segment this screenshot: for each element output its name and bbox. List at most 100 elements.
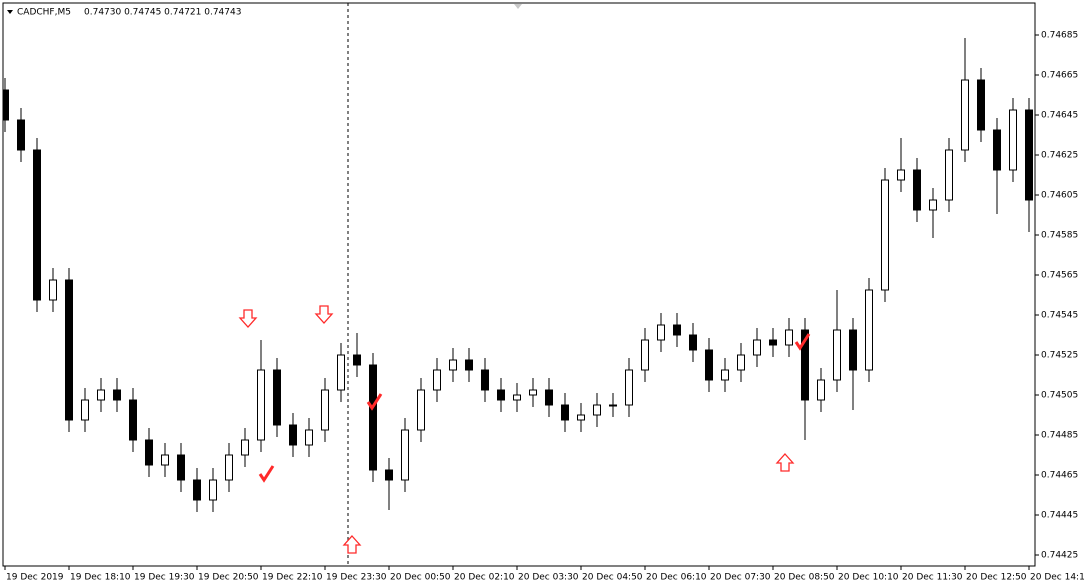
candle-body (529, 389, 537, 396)
candle-body (1025, 109, 1033, 201)
up-arrow (342, 535, 362, 554)
candle-body (289, 424, 297, 446)
candle-body (961, 79, 969, 151)
ohlc-readout: 0.74730 0.74745 0.74721 0.74743 (84, 8, 241, 18)
candle-body (913, 169, 921, 211)
y-tick-label: 0.74665 (1041, 71, 1078, 81)
symbol: CADCHF,M5 (17, 8, 71, 18)
candle-body (705, 349, 713, 381)
x-tick-label: 20 Dec 10:10 (838, 573, 899, 583)
x-tick-label: 19 Dec 22:10 (262, 573, 323, 583)
check-mark (366, 393, 383, 411)
candle-body (241, 439, 249, 456)
candle-body (177, 454, 185, 481)
candle-body (33, 149, 41, 301)
candle-body (609, 404, 617, 407)
scroll-marker (514, 4, 522, 9)
candle-body (321, 389, 329, 431)
x-tick-label: 20 Dec 02:10 (454, 573, 515, 583)
candle-body (785, 329, 793, 346)
candle-body (65, 279, 73, 421)
down-arrow (238, 309, 258, 328)
candle-body (49, 279, 57, 301)
candle-body (753, 339, 761, 356)
candle-body (625, 369, 633, 406)
x-tick-label: 20 Dec 04:50 (582, 573, 643, 583)
candle-body (545, 389, 553, 406)
y-tick-label: 0.74565 (1041, 271, 1078, 281)
candle-body (945, 149, 953, 201)
x-tick-label: 20 Dec 12:50 (966, 573, 1027, 583)
candle-body (225, 454, 233, 481)
candle-body (145, 439, 153, 466)
candle-body (673, 324, 681, 336)
candle-body (449, 359, 457, 371)
candle-body (977, 79, 985, 131)
check-mark (794, 333, 811, 351)
y-tick-label: 0.74445 (1041, 511, 1078, 521)
menu-triangle[interactable] (7, 10, 13, 14)
up-arrow (775, 453, 795, 472)
x-tick-label: 20 Dec 07:30 (710, 573, 771, 583)
candle-body (417, 389, 425, 431)
x-tick-label: 20 Dec 03:30 (518, 573, 579, 583)
candle-body (385, 469, 393, 481)
y-tick-label: 0.74545 (1041, 311, 1078, 321)
candle-body (641, 339, 649, 371)
candle-body (929, 199, 937, 211)
x-tick-label: 19 Dec 19:30 (134, 573, 195, 583)
candle-body (737, 354, 745, 371)
candle-body (849, 329, 857, 371)
x-tick-label: 20 Dec 11:30 (902, 573, 963, 583)
x-tick-label: 19 Dec 20:50 (198, 573, 259, 583)
candle-body (593, 404, 601, 416)
x-tick-label: 20 Dec 06:10 (646, 573, 707, 583)
candle-body (721, 369, 729, 381)
candle-body (465, 359, 473, 371)
candle-body (769, 339, 777, 346)
candle-body (801, 329, 809, 401)
candle-body (577, 414, 585, 421)
down-arrow (314, 305, 334, 324)
candle-body (481, 369, 489, 391)
candle-body (305, 429, 313, 446)
x-tick-label: 20 Dec 14:10 (1030, 573, 1085, 583)
y-tick-label: 0.74485 (1041, 431, 1078, 441)
candle-body (1009, 109, 1017, 171)
candle-body (337, 354, 345, 391)
x-tick-label: 19 Dec 18:10 (70, 573, 131, 583)
candle-body (257, 369, 265, 441)
candle-body (129, 399, 137, 441)
candle-body (897, 169, 905, 181)
check-mark (258, 465, 275, 483)
y-tick-label: 0.74505 (1041, 391, 1078, 401)
y-tick-label: 0.74585 (1041, 231, 1078, 241)
candle-body (193, 479, 201, 501)
x-tick-label: 20 Dec 08:50 (774, 573, 835, 583)
candle-body (113, 389, 121, 401)
plot-frame (2, 2, 1036, 567)
candle-body (369, 364, 377, 471)
candle-body (17, 119, 25, 151)
candle-body (833, 329, 841, 381)
y-tick-label: 0.74645 (1041, 111, 1078, 121)
annotations (238, 305, 811, 554)
candle-body (817, 379, 825, 401)
plot-area (3, 38, 1033, 512)
candle-body (273, 369, 281, 426)
candle-body (689, 334, 697, 351)
x-tick-label: 20 Dec 00:50 (390, 573, 451, 583)
x-tick-label: 19 Dec 23:30 (326, 573, 387, 583)
candle-body (3, 89, 9, 121)
candle-body (161, 454, 169, 466)
candle-body (993, 129, 1001, 171)
candle-body (513, 394, 521, 401)
candle-body (881, 179, 889, 291)
candle-body (497, 389, 505, 401)
candle-body (81, 399, 89, 421)
candle-body (561, 404, 569, 421)
candle-body (353, 354, 361, 366)
candle-body (401, 429, 409, 481)
candle-body (97, 389, 105, 401)
